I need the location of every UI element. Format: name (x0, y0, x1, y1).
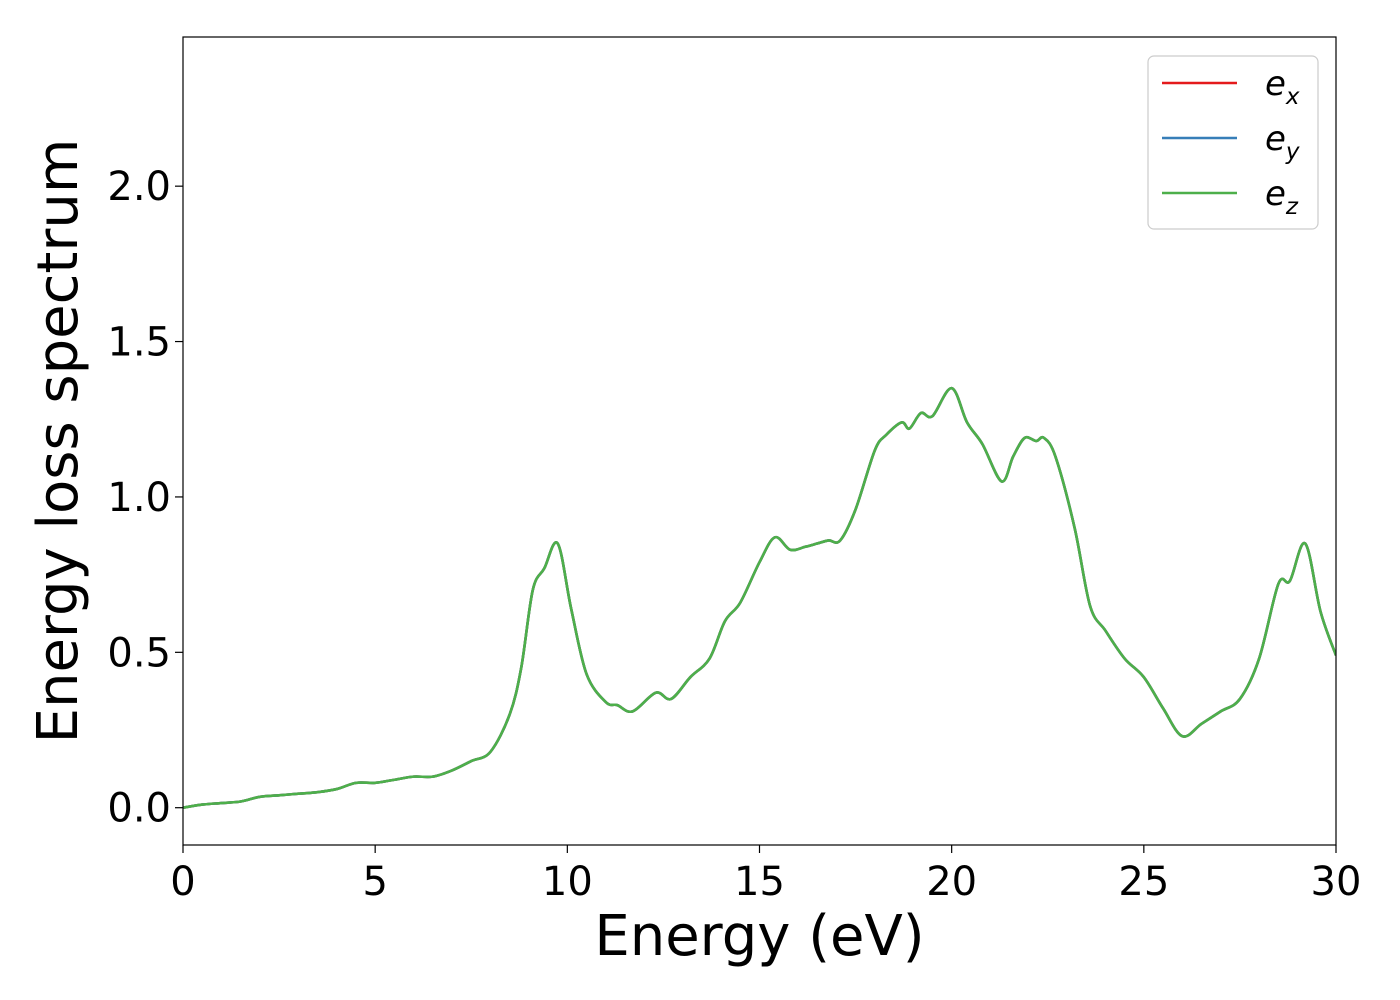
y-axis-label: Energy loss spectrum (26, 139, 91, 744)
legend-label-x: ex (1265, 64, 1300, 110)
x-tick-label: 10 (542, 859, 593, 905)
x-tick-label: 20 (926, 859, 977, 905)
y-tick-label: 0.5 (107, 630, 171, 676)
x-tick-label: 5 (362, 859, 387, 905)
x-axis-label: Energy (eV) (594, 904, 924, 969)
y-tick-label: 1.0 (107, 475, 171, 521)
x-tick-label: 0 (170, 859, 195, 905)
y-tick-label: 0.0 (107, 786, 171, 832)
series-line-z (183, 386, 1336, 809)
y-tick-label: 2.0 (107, 164, 171, 210)
x-axis: 0 5 10 15 20 25 30 (170, 845, 1361, 905)
legend-label-y: ey (1265, 119, 1300, 165)
legend-box (1147, 55, 1319, 230)
x-tick-label: 30 (1311, 859, 1362, 905)
y-tick-label: 1.5 (107, 320, 171, 366)
plot-area (183, 37, 1336, 845)
y-axis: 0.0 0.5 1.0 1.5 2.0 (107, 164, 183, 832)
series-lines (183, 386, 1336, 809)
legend-label-z: ez (1265, 174, 1299, 220)
x-tick-label: 25 (1118, 859, 1169, 905)
x-tick-label: 15 (734, 859, 785, 905)
legend: ex ey ez (1147, 55, 1319, 230)
